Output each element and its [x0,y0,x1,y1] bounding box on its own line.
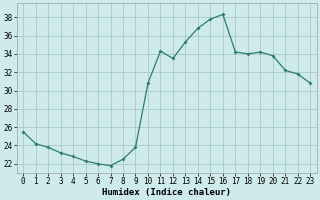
X-axis label: Humidex (Indice chaleur): Humidex (Indice chaleur) [102,188,231,197]
